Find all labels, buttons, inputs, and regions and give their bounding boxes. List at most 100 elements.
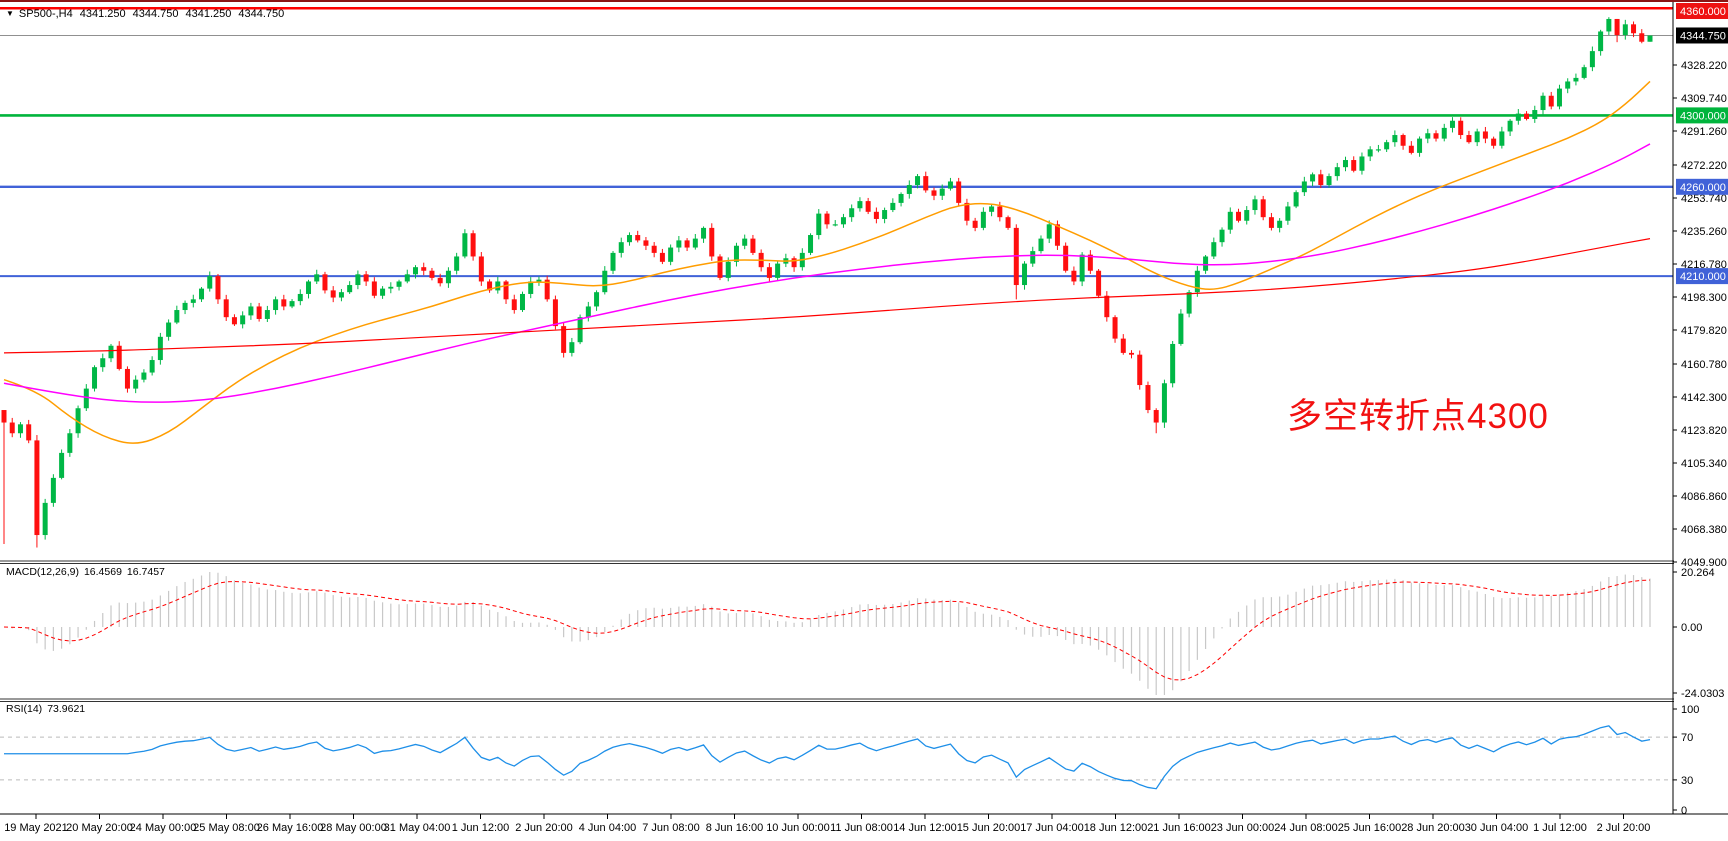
candle: [1647, 35, 1653, 42]
price-scale-bg[interactable]: [1674, 2, 1728, 814]
candle: [108, 345, 114, 359]
candle: [421, 267, 427, 271]
candle: [906, 185, 912, 194]
candle: [330, 290, 336, 298]
candle: [487, 281, 493, 291]
candle: [1556, 88, 1562, 107]
candle: [701, 227, 707, 239]
ma-mid-line: [3, 143, 1651, 403]
candle: [42, 502, 48, 536]
candle: [840, 217, 846, 225]
candle: [1507, 120, 1513, 132]
candle: [100, 358, 106, 368]
candle: [371, 281, 377, 296]
time-tick-label: 4 Jun 04:00: [579, 822, 637, 834]
candle: [1054, 224, 1060, 246]
candle: [454, 256, 460, 271]
candle: [511, 299, 517, 311]
candle: [1301, 181, 1307, 193]
candle: [1096, 270, 1102, 296]
candle: [1137, 354, 1143, 386]
candle: [1244, 210, 1250, 221]
price-tick-label: 4235.260: [1681, 226, 1727, 238]
candle: [577, 317, 583, 343]
candle: [1186, 292, 1192, 314]
macd-tick-label: 20.264: [1681, 567, 1715, 579]
price-badge-4260.000: [1676, 178, 1728, 195]
price-tick-label: 4272.220: [1681, 160, 1727, 172]
candle: [873, 211, 879, 219]
candles: [1, 17, 1653, 548]
candle: [816, 213, 822, 236]
candle: [1565, 81, 1571, 89]
time-tick-label: 1 Jun 12:00: [452, 822, 510, 834]
candle: [832, 224, 838, 226]
candle: [1268, 217, 1274, 228]
candle: [1030, 251, 1036, 264]
candle: [1449, 120, 1455, 128]
ma-fast-line: [3, 80, 1651, 444]
price-tick-label: 4142.300: [1681, 392, 1727, 404]
candle: [256, 306, 262, 319]
candle: [635, 235, 641, 241]
macd-tick-label: 0.00: [1681, 622, 1702, 634]
candle: [1441, 127, 1447, 139]
candle: [116, 345, 122, 369]
macd-name: MACD(12,26,9): [6, 566, 79, 578]
candle: [594, 292, 600, 307]
candle: [34, 440, 40, 536]
candle: [1524, 113, 1530, 119]
candle: [50, 477, 56, 503]
candle: [215, 276, 221, 300]
candle: [1, 410, 7, 423]
time-tick-label: 31 May 04:00: [384, 822, 451, 834]
candle: [923, 176, 929, 191]
candle: [363, 274, 369, 282]
price-tick-label: 4253.740: [1681, 193, 1727, 205]
candle: [124, 368, 130, 389]
chart-annotation-text[interactable]: 多空转折点4300: [1287, 397, 1549, 436]
time-tick-label: 24 May 00:00: [130, 822, 197, 834]
candle: [306, 281, 312, 294]
time-tick-label: 15 Jun 20:00: [957, 822, 1021, 834]
time-tick-label: 23 Jun 00:00: [1211, 822, 1275, 834]
candle: [338, 292, 344, 298]
candle: [1351, 160, 1357, 171]
candle: [931, 190, 937, 196]
candle: [1334, 167, 1340, 177]
macd-signal-line: [3, 579, 1651, 681]
candle: [1540, 95, 1546, 111]
candle: [1038, 238, 1044, 252]
price-badge-4344.750: [1676, 27, 1728, 44]
rsi-line: [4, 725, 1651, 790]
candle: [1408, 145, 1414, 153]
price-scale: 4328.220 4309.740 4291.260 4272.220 4253.740…: [1672, 2, 1728, 817]
price-tick-label: 4291.260: [1681, 126, 1727, 138]
candle: [1639, 33, 1645, 42]
price-tick-label: 4086.860: [1681, 491, 1727, 503]
candle: [1079, 254, 1085, 282]
candle: [610, 252, 616, 271]
candle: [939, 188, 945, 196]
candle: [380, 288, 386, 296]
candle: [190, 299, 196, 303]
candle: [1474, 131, 1480, 143]
candle: [1606, 18, 1612, 32]
candle: [824, 213, 830, 225]
candle: [947, 181, 953, 189]
candle: [519, 293, 525, 311]
candle: [314, 274, 320, 282]
candle: [882, 210, 888, 219]
candle: [297, 293, 303, 302]
rsi-tick-label: 100: [1681, 704, 1699, 716]
candle: [857, 201, 863, 209]
candle: [462, 233, 468, 257]
time-tick-label: 24 Jun 08:00: [1274, 822, 1338, 834]
chevron-down-icon[interactable]: ▼: [6, 9, 14, 18]
candle: [1482, 131, 1488, 139]
time-tick-label: 14 Jun 12:00: [893, 822, 957, 834]
rsi-panel: [0, 725, 1673, 790]
candle: [1129, 352, 1135, 355]
